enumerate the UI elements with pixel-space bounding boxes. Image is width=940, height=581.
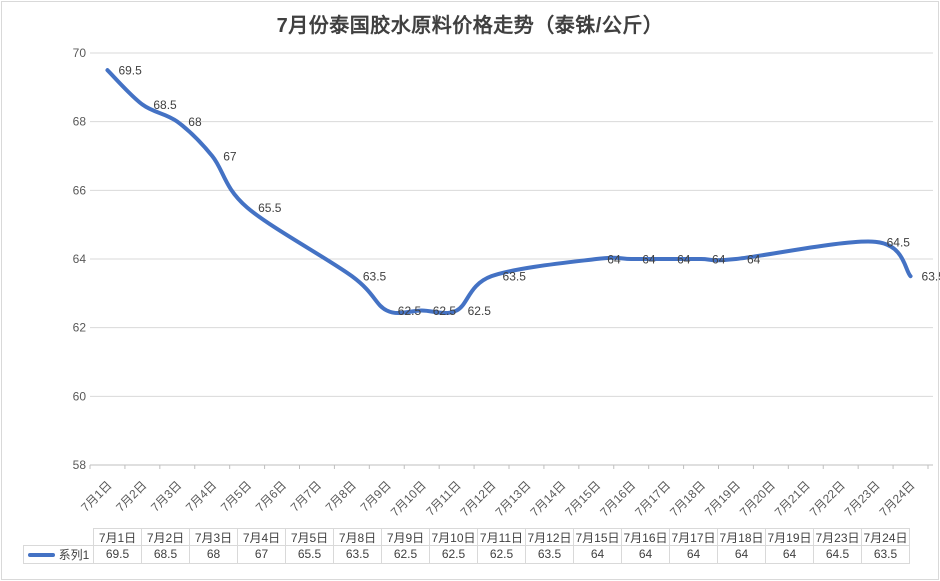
x-axis-tick-label: 7月22日 bbox=[807, 478, 848, 519]
data-label: 63.5 bbox=[363, 270, 387, 284]
x-axis-tick-label: 7月17日 bbox=[632, 478, 673, 519]
data-label: 69.5 bbox=[118, 64, 142, 78]
y-axis-tick-label: 70 bbox=[73, 46, 87, 60]
table-value-cell: 68.5 bbox=[141, 545, 189, 564]
table-value-cell: 62.5 bbox=[429, 545, 477, 564]
data-label: 62.5 bbox=[398, 304, 422, 318]
table-header-cell: 7月3日 bbox=[189, 528, 237, 546]
table-header-cell: 7月16日 bbox=[621, 528, 669, 546]
table-header-cell: 7月19日 bbox=[765, 528, 813, 546]
x-axis-tick-label: 7月1日 bbox=[78, 478, 114, 514]
data-label: 63.5 bbox=[922, 270, 940, 284]
table-value-cell: 62.5 bbox=[477, 545, 525, 564]
table-value-cell: 64 bbox=[717, 545, 765, 564]
chart-title: 7月份泰国胶水原料价格走势（泰铢/公斤） bbox=[276, 15, 664, 37]
table-value-cell: 64 bbox=[669, 545, 717, 564]
table-header-cell: 7月12日 bbox=[525, 528, 573, 546]
y-axis-tick-label: 68 bbox=[73, 115, 87, 129]
data-label: 62.5 bbox=[433, 304, 457, 318]
x-axis-tick-label: 7月12日 bbox=[458, 478, 499, 519]
table-value-cell: 64 bbox=[621, 545, 669, 564]
data-label: 64 bbox=[642, 253, 656, 267]
x-axis-tick-label: 7月24日 bbox=[877, 478, 918, 519]
x-axis-tick-label: 7月16日 bbox=[597, 478, 638, 519]
table-header-cell: 7月23日 bbox=[813, 528, 861, 546]
data-label: 64.5 bbox=[887, 235, 911, 249]
legend-line-swatch bbox=[27, 552, 55, 557]
table-header-cell: 7月1日 bbox=[93, 528, 141, 546]
y-axis-tick-label: 58 bbox=[73, 458, 87, 472]
x-axis-tick-label: 7月6日 bbox=[253, 478, 289, 514]
y-axis-tick-label: 62 bbox=[73, 321, 87, 335]
data-label: 64 bbox=[607, 253, 621, 267]
legend-series-label: 系列1 bbox=[58, 548, 90, 562]
table-header-cell: 7月8日 bbox=[333, 528, 381, 546]
legend-cell: 系列1 bbox=[23, 545, 93, 564]
x-axis-tick-label: 7月5日 bbox=[218, 478, 254, 514]
x-axis-tick-label: 7月23日 bbox=[842, 478, 883, 519]
data-label: 68 bbox=[188, 115, 202, 129]
x-axis-tick-label: 7月21日 bbox=[772, 478, 813, 519]
table-header-cell: 7月15日 bbox=[573, 528, 621, 546]
series-line bbox=[105, 68, 913, 316]
table-value-cell: 67 bbox=[237, 545, 285, 564]
x-axis-tick-label: 7月20日 bbox=[737, 478, 778, 519]
data-label: 68.5 bbox=[153, 98, 177, 112]
x-axis-tick-label: 7月11日 bbox=[423, 478, 463, 518]
table-value-cell: 63.5 bbox=[525, 545, 573, 564]
data-table-value-row: 69.5 68.5 68 67 65.5 63.5 62.5 62.5 62.5 63.5 64 64… bbox=[93, 545, 910, 564]
data-label: 62.5 bbox=[468, 304, 492, 318]
table-header-cell: 7月11日 bbox=[477, 528, 525, 546]
data-label: 65.5 bbox=[258, 201, 282, 215]
x-axis-tick-label: 7月8日 bbox=[323, 478, 359, 514]
x-axis-tick-label: 7月14日 bbox=[527, 478, 568, 519]
y-axis-tick-label: 64 bbox=[73, 252, 87, 266]
table-header-cell: 7月2日 bbox=[141, 528, 189, 546]
x-axis-tick-label: 7月19日 bbox=[702, 478, 743, 519]
y-axis-tick-label: 66 bbox=[73, 183, 87, 197]
table-header-cell: 7月24日 bbox=[861, 528, 910, 546]
x-axis-tick-label: 7月18日 bbox=[667, 478, 708, 519]
table-value-cell: 68 bbox=[189, 545, 237, 564]
x-axis-tick-label: 7月2日 bbox=[113, 478, 149, 514]
table-value-cell: 64.5 bbox=[813, 545, 861, 564]
data-label: 64 bbox=[747, 253, 761, 267]
x-axis-tick-label: 7月13日 bbox=[493, 478, 534, 519]
data-label: 67 bbox=[223, 150, 237, 164]
table-header-cell: 7月9日 bbox=[381, 528, 429, 546]
table-header-cell: 7月5日 bbox=[285, 528, 333, 546]
table-value-cell: 62.5 bbox=[381, 545, 429, 564]
table-header-cell: 7月18日 bbox=[717, 528, 765, 546]
y-axis-tick-label: 60 bbox=[73, 389, 87, 403]
table-value-cell: 63.5 bbox=[333, 545, 381, 564]
x-axis-tick-label: 7月7日 bbox=[288, 478, 324, 514]
data-label: 63.5 bbox=[503, 270, 527, 284]
line-chart-plot: 586062646668707月1日7月2日7月3日7月4日7月5日7月6日7月… bbox=[73, 46, 940, 519]
x-axis-tick-label: 7月15日 bbox=[562, 478, 603, 519]
table-header-cell: 7月4日 bbox=[237, 528, 285, 546]
table-value-cell: 64 bbox=[765, 545, 813, 564]
data-label: 64 bbox=[712, 253, 726, 267]
table-value-cell: 64 bbox=[573, 545, 621, 564]
data-table-header-row: 7月1日 7月2日 7月3日 7月4日 7月5日 7月8日 7月9日 7月10日 7月11日 7月… bbox=[93, 528, 910, 546]
x-axis-tick-label: 7月10日 bbox=[388, 478, 429, 519]
x-axis-tick-label: 7月3日 bbox=[148, 478, 184, 514]
table-header-cell: 7月17日 bbox=[669, 528, 717, 546]
data-label: 64 bbox=[677, 253, 691, 267]
table-value-cell: 65.5 bbox=[285, 545, 333, 564]
x-axis-tick-label: 7月4日 bbox=[183, 478, 219, 514]
table-header-cell: 7月10日 bbox=[429, 528, 477, 546]
table-value-cell: 69.5 bbox=[93, 545, 141, 564]
table-value-cell: 63.5 bbox=[861, 545, 910, 564]
